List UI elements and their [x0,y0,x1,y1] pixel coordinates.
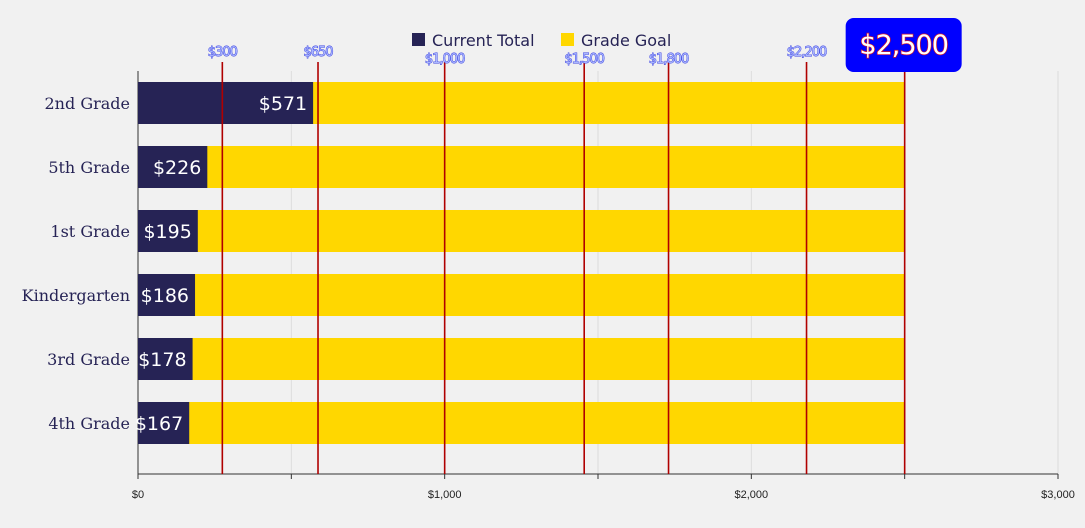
bar-value-label: $195 [143,221,191,243]
milestone-label: $1,800 [649,52,689,67]
bar-current-total [138,210,198,252]
category-label: 5th Grade [48,158,130,177]
bar-grade-goal [138,146,905,188]
bar-grade-goal [138,402,905,444]
legend-label-current-total: Current Total [432,31,535,50]
category-label: 3rd Grade [47,350,130,369]
bar-grade-goal [138,274,905,316]
category-label: 2nd Grade [45,94,131,113]
bar-value-label: $178 [138,349,186,371]
bar-value-label: $186 [141,285,189,307]
legend-label-grade-goal: Grade Goal [581,31,671,50]
category-label: Kindergarten [22,286,130,305]
bar-value-label: $167 [135,413,183,435]
x-tick-label: $2,000 [735,489,769,501]
bar-grade-goal [138,338,905,380]
milestone-label: $2,200 [787,45,827,60]
bar-current-total [138,274,196,316]
legend-swatch-grade-goal[interactable] [561,33,574,46]
bar-current-total [138,338,193,380]
goal-badge [845,18,962,72]
milestone-label: $650 [303,45,333,60]
goal-badge-label: $2,500 [859,30,947,61]
milestone-label: $1,000 [425,52,465,67]
bar-current-total [138,402,190,444]
bar-value-label: $226 [153,157,201,179]
bar-grade-goal [138,210,905,252]
x-tick-label: $3,000 [1041,489,1075,501]
category-label: 4th Grade [48,414,130,433]
x-tick-label: $1,000 [428,489,462,501]
bar-current-total [138,82,314,124]
legend-swatch-current-total[interactable] [412,33,425,46]
category-label: 1st Grade [50,222,130,241]
bar-value-label: $571 [259,93,307,115]
milestone-label: $300 [208,45,238,60]
bar-current-total [138,146,208,188]
milestone-label: $1,500 [564,52,604,67]
x-tick-label: $0 [132,489,144,501]
